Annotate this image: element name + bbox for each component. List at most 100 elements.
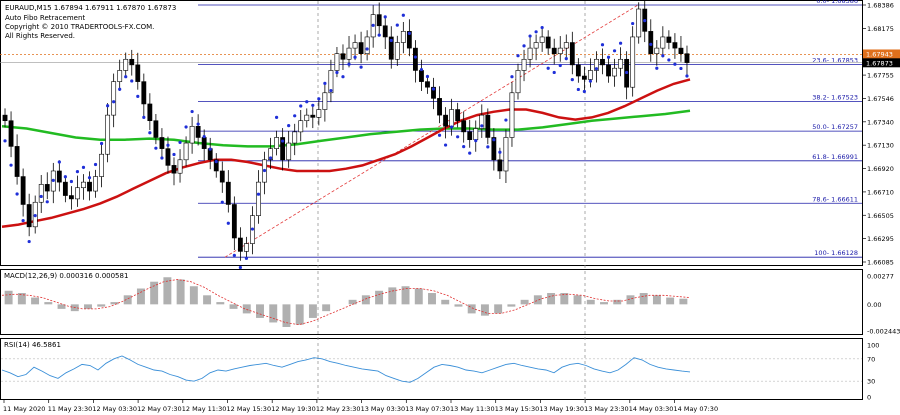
candle-body-57 xyxy=(346,47,352,60)
sar-dot-72 xyxy=(437,133,442,137)
sar-dot-110 xyxy=(667,58,671,62)
candle-body-4 xyxy=(26,204,32,228)
ask-price-tag-bg xyxy=(863,49,900,59)
sar-dot-33 xyxy=(202,134,206,139)
time-label-5: 12 May 15:30 xyxy=(227,405,272,413)
price-tick-7: 1.66920 xyxy=(867,165,894,173)
time-label-12: 13 May 19:30 xyxy=(539,405,584,413)
candle-body-7 xyxy=(44,184,50,192)
candle-body-109 xyxy=(660,36,666,49)
candle-body-90 xyxy=(545,36,551,49)
sar-dot-66 xyxy=(401,13,405,17)
candle-body-28 xyxy=(171,165,177,174)
sar-dot-6 xyxy=(39,194,43,199)
ask-price-label: 1.67943 xyxy=(866,50,893,58)
candle-body-112 xyxy=(678,47,684,54)
time-label-4: 12 May 11:30 xyxy=(182,405,227,413)
sar-dot-2 xyxy=(15,192,19,196)
sar-dot-43 xyxy=(262,168,267,173)
candle-body-14 xyxy=(87,181,92,192)
sar-dot-16 xyxy=(99,141,104,146)
sar-dot-62 xyxy=(377,33,381,37)
sar-dot-94 xyxy=(570,78,574,82)
candle-body-33 xyxy=(201,137,207,149)
candle-body-93 xyxy=(563,42,569,49)
rsi-line xyxy=(1,355,691,383)
candle-body-3 xyxy=(20,176,26,205)
sar-dot-91 xyxy=(552,70,556,75)
rsi-tick-0: 100 xyxy=(867,342,879,350)
candle-body-70 xyxy=(425,81,430,88)
current-price-tag: 1.67873 xyxy=(863,58,900,67)
time-label-1: 11 May 23:30 xyxy=(48,405,93,413)
sar-dot-67 xyxy=(407,31,411,35)
candle-body-51 xyxy=(310,114,316,118)
candle-body-71 xyxy=(431,86,436,99)
candle-body-85 xyxy=(515,70,521,94)
rsi-panel: 100 70 30 0 xyxy=(1,342,879,402)
time-label-2: 12 May 03:30 xyxy=(92,405,137,413)
rsi-tick-1: 70 xyxy=(867,355,875,363)
sar-dot-107 xyxy=(649,42,653,46)
sar-dot-17 xyxy=(106,104,110,108)
sar-dot-104 xyxy=(631,21,635,26)
candle-body-110 xyxy=(666,36,672,43)
sar-dot-18 xyxy=(112,100,116,104)
price-tick-6: 1.67130 xyxy=(867,142,894,150)
sar-dot-21 xyxy=(130,79,134,83)
sar-dot-30 xyxy=(184,125,188,129)
time-label-10: 13 May 11:30 xyxy=(450,405,495,413)
vertical-period-separators xyxy=(317,1,586,400)
candle-body-82 xyxy=(497,159,503,172)
sar-dot-40 xyxy=(244,256,249,260)
candle-body-42 xyxy=(256,181,261,216)
sar-dot-49 xyxy=(299,104,303,108)
candle-body-81 xyxy=(491,137,497,161)
candlesticks xyxy=(2,0,690,261)
sar-dot-55 xyxy=(335,70,339,75)
price-tick-1: 1.68175 xyxy=(867,25,894,33)
candle-body-69 xyxy=(419,70,424,82)
sar-dot-80 xyxy=(486,145,490,149)
ma-green-line xyxy=(1,109,691,148)
candle-body-30 xyxy=(183,142,189,161)
sar-dot-82 xyxy=(498,150,502,154)
fib-label-2: 38.2- 1.67523 xyxy=(812,93,858,101)
sar-dot-39 xyxy=(238,265,242,270)
sar-dot-86 xyxy=(522,44,526,48)
sar-dot-52 xyxy=(317,97,321,101)
time-label-8: 13 May 03:30 xyxy=(361,405,406,413)
candle-body-46 xyxy=(280,137,286,161)
sar-dot-87 xyxy=(528,34,532,38)
candle-body-22 xyxy=(135,64,141,82)
sar-dot-24 xyxy=(148,131,152,135)
candle-body-36 xyxy=(219,170,225,183)
macd-signal-line xyxy=(1,279,691,326)
price-tick-11: 1.66085 xyxy=(867,259,894,267)
sar-dot-74 xyxy=(450,125,454,129)
time-label-14: 14 May 03:30 xyxy=(629,405,674,413)
candle-body-97 xyxy=(588,70,593,80)
sar-dot-61 xyxy=(371,23,375,27)
sar-dot-106 xyxy=(643,19,647,23)
candle-body-20 xyxy=(123,58,129,71)
sar-dot-69 xyxy=(419,67,424,72)
sar-dot-4 xyxy=(27,239,31,244)
candle-body-11 xyxy=(68,195,74,200)
sar-dot-81 xyxy=(492,138,496,142)
candle-body-98 xyxy=(594,58,599,71)
candle-body-15 xyxy=(93,176,98,192)
sar-dot-93 xyxy=(564,57,568,61)
candle-body-67 xyxy=(406,31,412,49)
candle-body-26 xyxy=(159,137,165,149)
candle-body-54 xyxy=(328,70,334,94)
time-label-15: 14 May 07:30 xyxy=(674,405,719,413)
sar-dot-63 xyxy=(383,15,387,19)
sar-dot-79 xyxy=(480,124,484,128)
candle-body-39 xyxy=(237,237,243,252)
sar-dot-15 xyxy=(93,162,98,167)
sar-dot-53 xyxy=(323,81,327,86)
candle-body-10 xyxy=(62,181,68,196)
